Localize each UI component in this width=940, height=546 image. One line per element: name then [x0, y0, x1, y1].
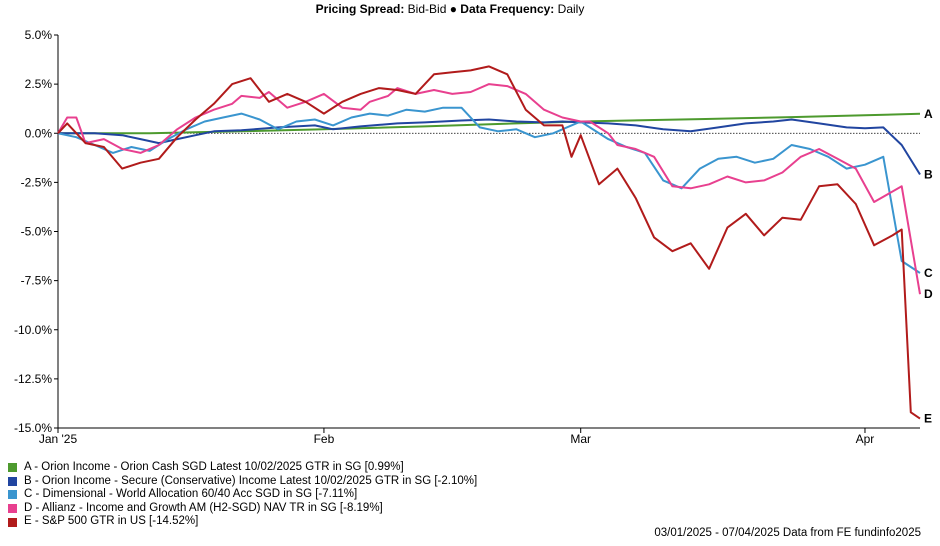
y-tick-label: -10.0%: [14, 323, 52, 337]
y-tick-label: 2.5%: [25, 77, 53, 91]
legend-item: B - Orion Income - Secure (Conservative)…: [8, 475, 477, 489]
y-tick-label: -5.0%: [21, 225, 53, 239]
x-tick-label: Mar: [570, 432, 591, 446]
series-line-e: [57, 65, 921, 420]
series-line-b: [58, 118, 921, 176]
series-end-label-b: B: [924, 168, 933, 182]
chart-header: Pricing Spread: Bid-Bid ● Data Frequency…: [0, 2, 900, 16]
legend-swatch: [8, 517, 17, 527]
series-end-label-e: E: [924, 412, 932, 426]
data-frequency-value: Daily: [554, 2, 585, 16]
legend-label: C - Dimensional - World Allocation 60/40…: [24, 488, 358, 501]
x-tick-label: Jan '25: [39, 432, 78, 446]
series-end-label-c: C: [924, 266, 933, 280]
legend-swatch: [8, 476, 17, 486]
y-tick-label: 0.0%: [25, 126, 53, 140]
x-tick-label: Feb: [314, 432, 335, 446]
legend-item: E - S&P 500 GTR in US [-14.52%]: [8, 515, 477, 529]
series-line-d: [57, 83, 921, 295]
y-tick-label: -12.5%: [14, 372, 52, 386]
y-tick-label: -7.5%: [21, 274, 53, 288]
legend-swatch: [8, 504, 17, 514]
series-end-label-d: D: [924, 287, 933, 301]
legend-item: D - Allianz - Income and Growth AM (H2-S…: [8, 502, 477, 516]
x-tick-label: Apr: [856, 432, 875, 446]
y-tick-label: 5.0%: [25, 28, 53, 42]
legend-label: D - Allianz - Income and Growth AM (H2-S…: [24, 501, 383, 514]
series-line-c: [57, 106, 921, 274]
legend-swatch: [8, 463, 17, 473]
legend-label: E - S&P 500 GTR in US [-14.52%]: [24, 515, 199, 528]
y-tick-label: -15.0%: [14, 421, 52, 435]
legend-label: A - Orion Income - Orion Cash SGD Latest…: [24, 461, 404, 473]
data-frequency-label: Data Frequency:: [460, 2, 555, 16]
legend-label: B - Orion Income - Secure (Conservative)…: [24, 474, 478, 487]
chart-legend: A - Orion Income - Orion Cash SGD Latest…: [8, 461, 477, 529]
pricing-spread-label: Pricing Spread:: [315, 2, 405, 16]
legend-item: A - Orion Income - Orion Cash SGD Latest…: [8, 461, 477, 475]
pricing-spread-value: Bid-Bid ●: [404, 2, 461, 16]
legend-item: C - Dimensional - World Allocation 60/40…: [8, 488, 477, 502]
data-source-footer: 03/01/2025 - 07/04/2025 Data from FE fun…: [654, 527, 921, 539]
y-tick-label: -2.5%: [21, 175, 53, 189]
legend-swatch: [8, 490, 17, 500]
series-end-label-a: A: [924, 107, 933, 121]
